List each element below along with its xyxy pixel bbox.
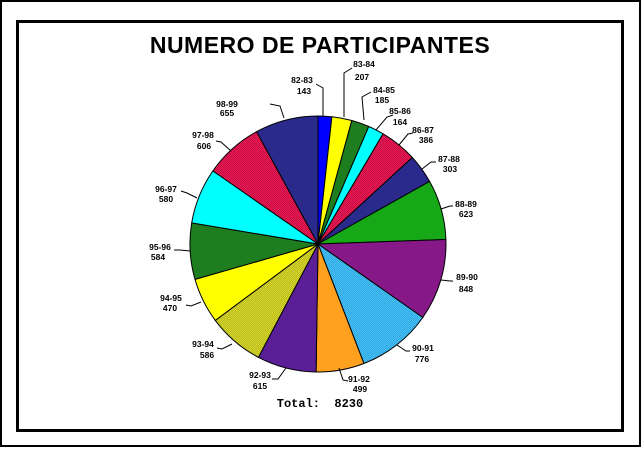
slice-value-94-95: 470	[163, 303, 177, 313]
slice-value-92-93: 615	[253, 381, 267, 391]
slice-value-97-98: 606	[197, 141, 211, 151]
leader-line-98-99	[269, 103, 285, 119]
slice-value-86-87: 386	[419, 135, 433, 145]
leader-line-92-93	[272, 367, 287, 380]
slice-label-83-84: 83-84	[353, 59, 375, 69]
slice-label-91-92: 91-92	[348, 374, 370, 384]
slice-label-86-87: 86-87	[412, 125, 434, 135]
slice-label-95-96: 95-96	[149, 242, 171, 252]
slice-label-88-89: 88-89	[455, 199, 477, 209]
leader-line-89-90	[440, 279, 453, 282]
pie-slice-89-90	[316, 238, 447, 319]
slice-label-92-93: 92-93	[249, 370, 271, 380]
leader-line-90-91	[396, 344, 410, 352]
slice-label-84-85: 84-85	[373, 85, 395, 95]
slice-value-84-85: 185	[375, 95, 389, 105]
slice-label-89-90: 89-90	[456, 272, 478, 282]
slice-value-93-94: 586	[200, 350, 214, 360]
slice-label-94-95: 94-95	[160, 293, 182, 303]
slice-value-85-86: 164	[393, 117, 407, 127]
slice-label-98-99: 98-99	[216, 99, 238, 109]
leader-line-83-84	[343, 67, 353, 117]
leader-line-94-95	[185, 301, 202, 307]
slice-value-83-84: 207	[355, 72, 369, 82]
leader-line-85-86	[375, 114, 394, 131]
slice-value-87-88: 303	[443, 164, 457, 174]
slice-value-89-90: 848	[459, 284, 473, 294]
pie-slice-90-91	[316, 242, 424, 365]
slice-value-96-97: 580	[159, 194, 173, 204]
slice-value-88-89: 623	[459, 209, 473, 219]
slice-label-90-91: 90-91	[412, 343, 434, 353]
slice-value-91-92: 499	[353, 384, 367, 394]
leader-line-91-92	[338, 367, 349, 382]
leader-line-88-89	[440, 205, 453, 210]
total-label: Total: 8230	[276, 397, 364, 411]
leader-line-87-88	[421, 161, 436, 170]
leader-line-96-97	[180, 190, 198, 199]
leader-line-95-96	[174, 249, 191, 252]
slice-label-96-97: 96-97	[155, 184, 177, 194]
slice-value-98-99: 655	[220, 108, 234, 118]
slice-label-93-94: 93-94	[192, 339, 214, 349]
leader-line-84-85	[361, 91, 372, 121]
slice-label-85-86: 85-86	[389, 106, 411, 116]
slice-value-95-96: 584	[151, 252, 165, 262]
pie-slice-98-99	[255, 115, 319, 245]
leader-line-97-98	[215, 140, 232, 152]
leader-line-86-87	[398, 132, 414, 146]
slice-label-87-88: 87-88	[438, 154, 460, 164]
chart-title: NUMERO DE PARTICIPANTES	[149, 32, 491, 58]
slice-label-97-98: 97-98	[192, 130, 214, 140]
slice-value-90-91: 776	[415, 354, 429, 364]
slice-value-82-83: 143	[297, 86, 311, 96]
slice-label-82-83: 82-83	[291, 75, 313, 85]
leader-line-82-83	[315, 83, 324, 117]
leader-line-93-94	[216, 343, 233, 350]
